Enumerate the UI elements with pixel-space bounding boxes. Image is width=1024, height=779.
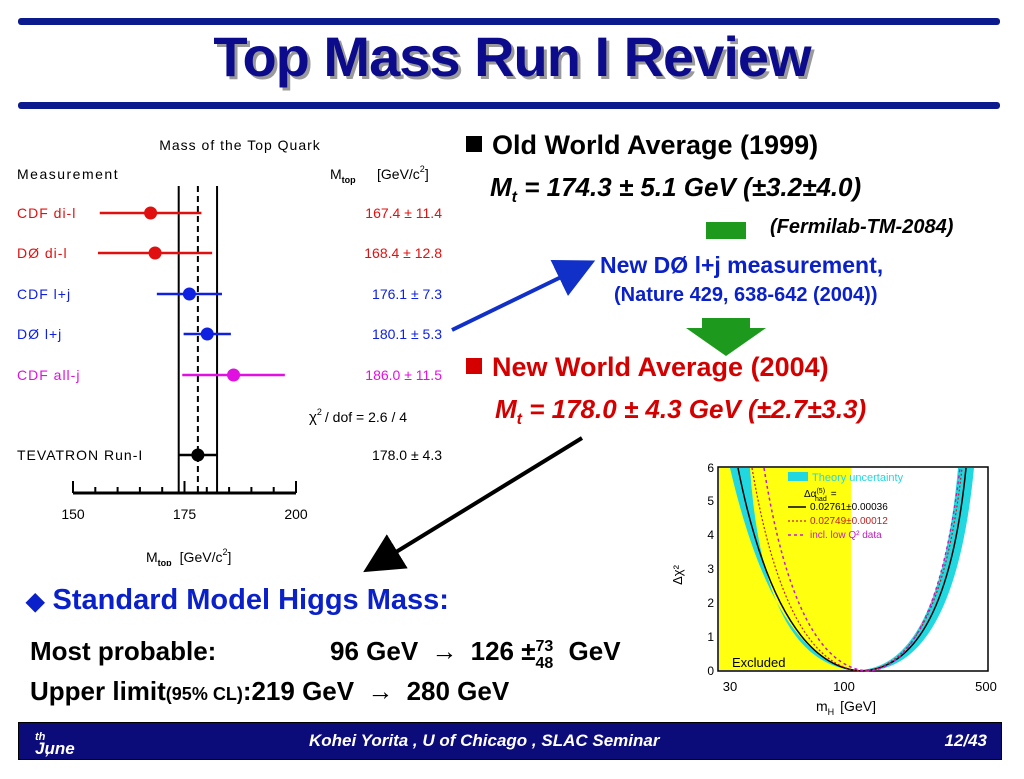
measurement-value: 168.4 ± 12.8	[364, 245, 442, 261]
legend-line3: incl. low Q² data	[810, 530, 882, 541]
x-tick-label: 150	[61, 506, 85, 522]
higgs-heading: ◆ Standard Model Higgs Mass:	[26, 584, 449, 616]
measurement-name: DØ l+j	[17, 326, 62, 342]
col-mtop: Mtop	[330, 166, 356, 185]
measurement-name: CDF all-j	[17, 367, 80, 383]
svg-text:4: 4	[707, 528, 714, 542]
svg-text:30: 30	[723, 679, 737, 694]
measurement-name: TEVATRON Run-I	[17, 447, 143, 463]
right-arrow-icon: →	[367, 676, 394, 706]
measurement-value: 180.1 ± 5.3	[372, 326, 442, 342]
col-measurement: Measurement	[17, 166, 119, 182]
svg-text:0: 0	[707, 664, 714, 678]
svg-text:500: 500	[975, 679, 997, 694]
data-point	[227, 368, 241, 382]
higgs-xlabel: mH [GeV]	[816, 698, 876, 717]
square-bullet-icon	[466, 358, 482, 374]
chart-xlabel: Mtop [GeV/c2]	[146, 547, 231, 566]
top-mass-chart: Mass of the Top Quark Measurement Mtop […	[17, 137, 442, 566]
legend-alpha: Δα(5) had =	[804, 488, 837, 503]
data-point	[144, 206, 158, 220]
upper-limit-row: Upper limit(95% CL):219 GeV → 280 GeV	[30, 676, 510, 706]
measurement-name: CDF di-l	[17, 205, 76, 221]
old-average-heading: Old World Average (1999)	[466, 130, 818, 161]
col-unit: [GeV/c2]	[377, 164, 429, 182]
data-point	[182, 287, 196, 301]
footer-center: Kohei Yorita , U of Chicago , SLAC Semin…	[309, 731, 660, 750]
higgs-chi2-plot: Theory uncertainty Δα(5) had = 0.02761±0.0…	[670, 461, 997, 717]
measurement-value: 167.4 ± 11.4	[365, 205, 442, 221]
legend-line2: 0.02749±0.00012	[810, 516, 888, 527]
svg-text:100: 100	[833, 679, 855, 694]
green-bar-icon	[706, 222, 746, 239]
data-point	[191, 448, 205, 462]
new-average-value: Mt = 178.0 ± 4.3 GeV (±2.7±3.3)	[495, 394, 867, 429]
new-average-heading: New World Average (2004)	[466, 352, 829, 383]
most-probable-label: Most probable:	[30, 636, 217, 666]
blue-arrow-icon	[451, 259, 596, 332]
title-bottom-rule	[18, 102, 1000, 109]
x-tick-label: 175	[173, 506, 197, 522]
svg-text:1: 1	[707, 630, 714, 644]
legend-theory: Theory uncertainty	[812, 472, 904, 484]
x-tick-label: 200	[284, 506, 308, 522]
legend-line1: 0.02761±0.00036	[810, 502, 888, 513]
svg-text:6: 6	[707, 461, 714, 475]
measurement-value: 178.0 ± 4.3	[372, 447, 442, 463]
data-point	[148, 246, 162, 260]
new-measurement-ref: (Nature 429, 638-642 (2004))	[614, 284, 878, 306]
higgs-ylabel: Δχ²	[670, 564, 685, 585]
measurement-name: DØ di-l	[17, 245, 68, 261]
data-point	[200, 327, 214, 341]
measurement-value: 186.0 ± 11.5	[365, 367, 442, 383]
svg-text:3: 3	[707, 562, 714, 576]
diamond-bullet-icon: ◆	[26, 588, 45, 615]
most-probable-row: 96 GeV → 126 ±73 48 GeV	[330, 636, 621, 672]
title-top-rule	[18, 18, 1000, 25]
svg-text:5: 5	[707, 494, 714, 508]
new-measurement-line1: New DØ l+j measurement,	[600, 252, 884, 278]
measurement-value: 176.1 ± 7.3	[372, 286, 442, 302]
excluded-label: Excluded	[732, 655, 785, 670]
measurement-name: CDF l+j	[17, 286, 71, 302]
footer-page: 12/43	[944, 731, 987, 750]
chart-title: Mass of the Top Quark	[159, 137, 321, 153]
old-average-ref: (Fermilab-TM-2084)	[770, 216, 954, 238]
svg-text:2: 2	[707, 596, 714, 610]
square-bullet-icon	[466, 136, 482, 152]
slide-title: Top Mass Run I Review	[213, 25, 811, 88]
green-down-arrow-icon	[686, 318, 766, 356]
asym-errors: 73 48	[535, 638, 554, 672]
chi2-label: χ2/ dof = 2.6 / 4	[309, 407, 407, 426]
right-arrow-icon: →	[431, 636, 458, 666]
old-average-value: Mt = 174.3 ± 5.1 GeV (±3.2±4.0)	[490, 172, 862, 207]
